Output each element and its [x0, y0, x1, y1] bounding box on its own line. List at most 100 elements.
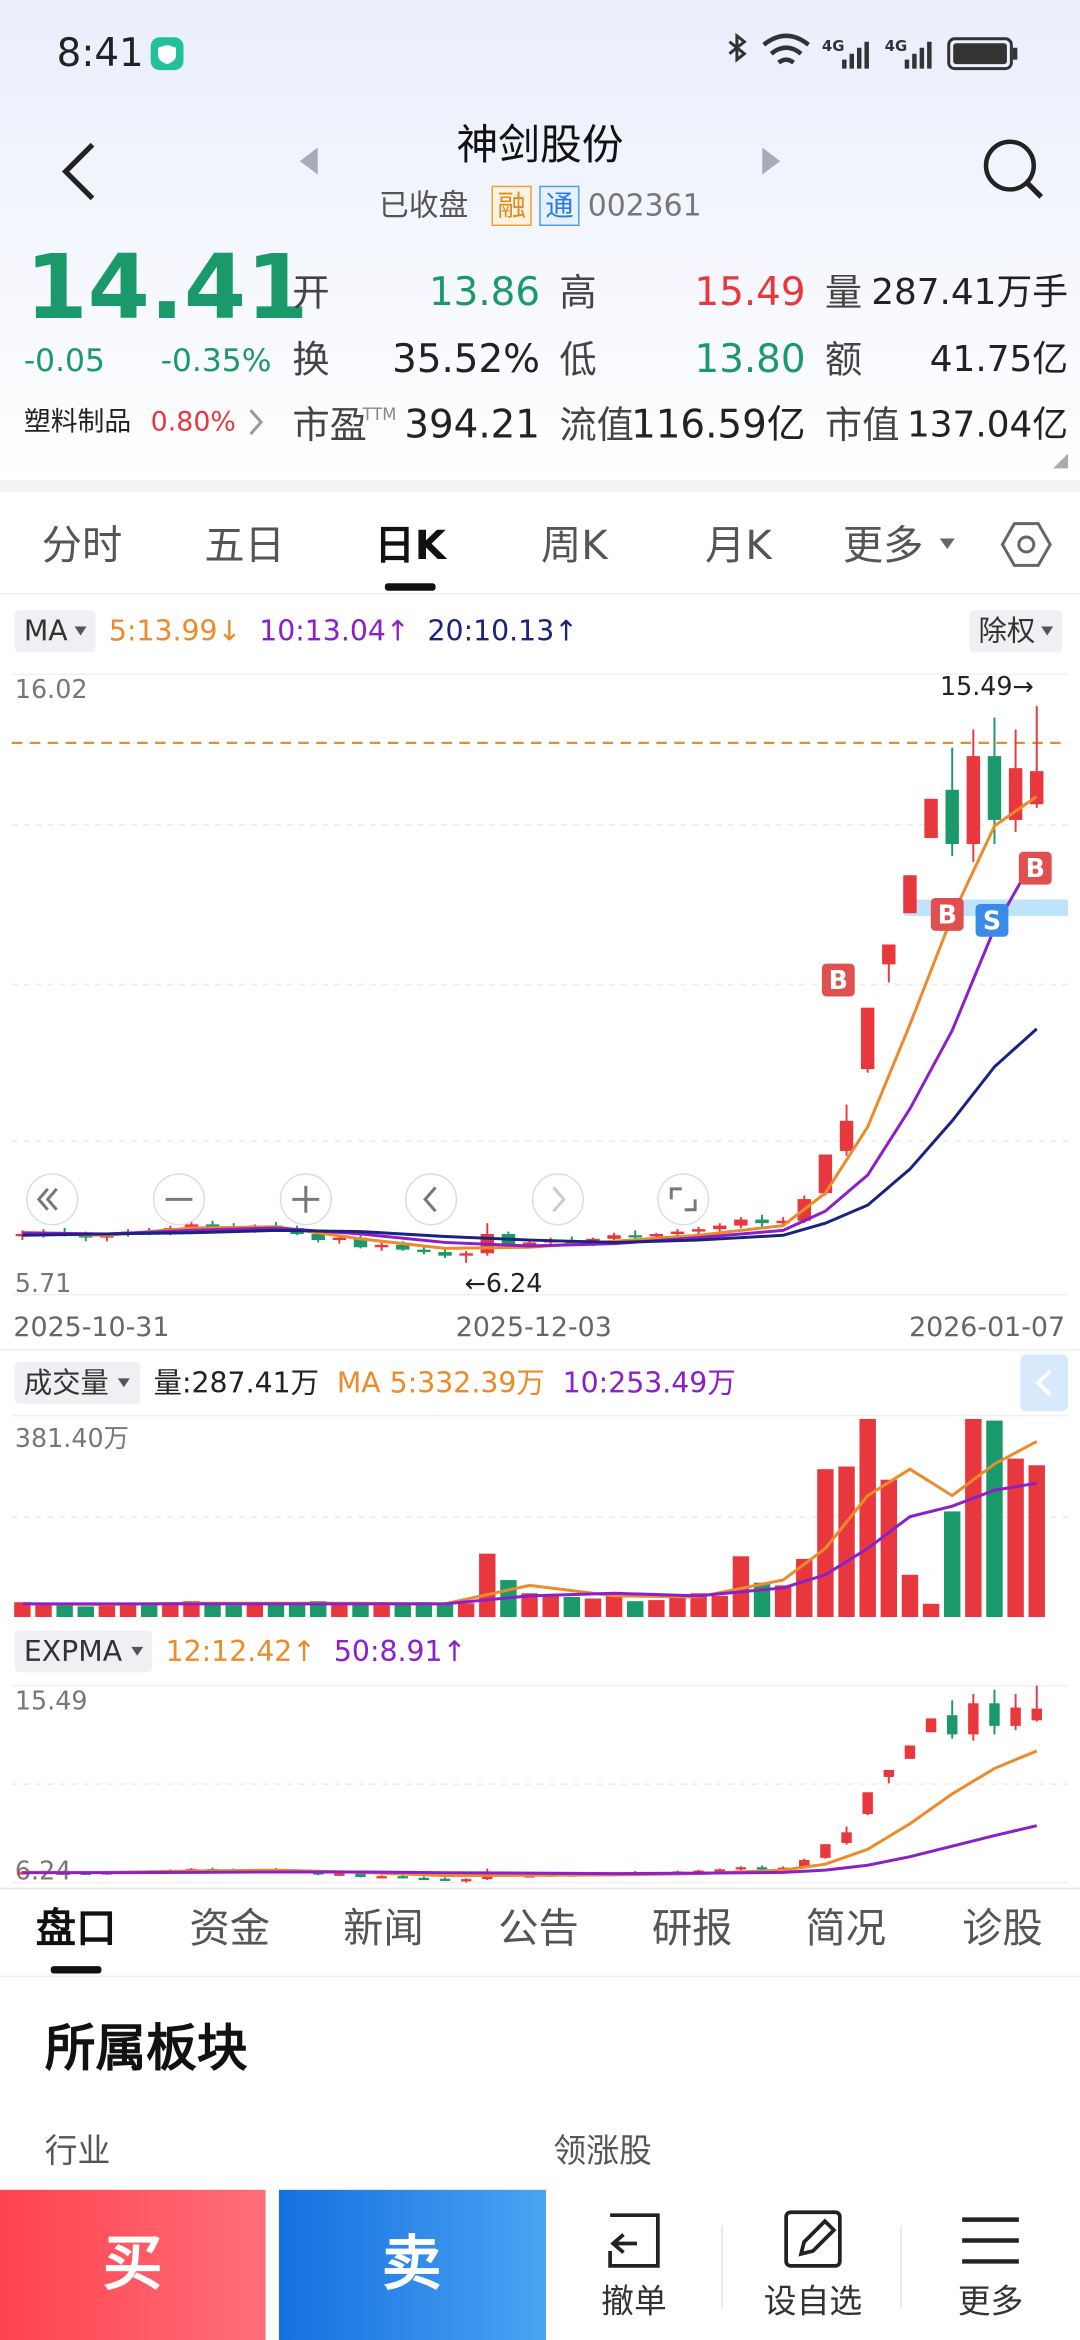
adjust-box[interactable]	[969, 610, 1063, 652]
tab[interactable]: 更多	[843, 523, 924, 569]
volume-bar	[584, 1598, 602, 1618]
volume-bar	[605, 1594, 623, 1618]
volume-bar	[119, 1603, 137, 1618]
tab[interactable]: 简况	[806, 1906, 887, 1952]
candle-body	[311, 1234, 325, 1241]
wifi-icon	[762, 33, 810, 65]
indicator-box[interactable]	[14, 1630, 153, 1673]
tab[interactable]: 日K	[374, 523, 447, 569]
stat-label: 高	[559, 270, 596, 314]
tab[interactable]: 新闻	[343, 1906, 424, 1952]
separator	[0, 480, 1080, 493]
tab-indicator	[384, 583, 436, 591]
chart-control[interactable]	[405, 1173, 458, 1226]
prev-stock[interactable]	[299, 147, 318, 175]
sector-change[interactable]: 0.80%	[151, 407, 236, 438]
tab[interactable]: 周K	[541, 523, 609, 569]
candle-body	[839, 1120, 854, 1151]
tab[interactable]: 诊股	[962, 1906, 1043, 1952]
volume-bar	[288, 1602, 306, 1618]
back-button[interactable]	[61, 142, 95, 201]
chart-control[interactable]	[26, 1173, 79, 1226]
candle-body	[607, 1235, 621, 1239]
volume-bar	[817, 1469, 834, 1618]
tab[interactable]: 资金	[189, 1906, 270, 1952]
sell-button[interactable]	[278, 2189, 546, 2340]
indicator-line	[22, 1824, 1038, 1876]
candle-body	[776, 1220, 790, 1224]
settings-icon[interactable]	[1000, 522, 1052, 567]
candle-body	[734, 1219, 748, 1226]
volume-bar	[774, 1585, 792, 1618]
sector-name: 塑料制品	[24, 407, 131, 438]
battery-level	[953, 43, 1007, 65]
volume-current: 量:287.41万	[154, 1366, 319, 1399]
y-tick-label: 5.71	[15, 1268, 71, 1298]
candle-body	[522, 1242, 537, 1245]
candle-body	[841, 1832, 852, 1843]
max-label: 15.49→	[940, 671, 1034, 701]
stat-value: 13.86	[429, 270, 540, 315]
tab[interactable]: 公告	[498, 1906, 579, 1952]
volume-bar	[986, 1420, 1003, 1618]
cancel-icon[interactable]	[608, 2213, 660, 2268]
x-tick-label: 2025-10-31	[13, 1312, 169, 1343]
settings-dot	[1017, 535, 1036, 554]
stat-value: 287.41万手	[871, 272, 1068, 313]
chart-control[interactable]	[657, 1173, 710, 1226]
search-handle	[1025, 181, 1044, 199]
volume-bar	[267, 1603, 285, 1618]
volume-bar	[732, 1556, 750, 1618]
search-button[interactable]	[983, 139, 1036, 192]
action-label: 更多	[958, 2283, 1024, 2321]
tab[interactable]: 研报	[652, 1906, 733, 1952]
indicator-line	[22, 1027, 1038, 1244]
detail-tabs: 盘口 资金 新闻 公告 研报 简况 诊股	[36, 1906, 1043, 1974]
tab[interactable]: 五日	[204, 523, 285, 569]
candle-body	[459, 1253, 473, 1256]
stat-value: 394.21	[404, 403, 540, 448]
sector-chevron	[249, 409, 264, 436]
watch-icon[interactable]	[784, 2210, 842, 2268]
volume-bar	[373, 1605, 390, 1618]
side-tab[interactable]	[1020, 1354, 1069, 1412]
volume-bar	[521, 1593, 538, 1618]
next-stock[interactable]	[762, 147, 781, 175]
candle-body	[945, 789, 959, 844]
menu-icon[interactable]	[962, 2217, 1019, 2264]
expand-corner[interactable]	[1053, 453, 1069, 469]
volume-bar	[1028, 1465, 1045, 1618]
candle-body	[799, 1859, 810, 1868]
candle-body	[966, 756, 981, 844]
dropdown-arrow	[74, 626, 87, 636]
legend-entry: 10:253.49万	[563, 1366, 736, 1399]
indicator-line	[22, 1749, 1038, 1878]
header-bg	[0, 0, 1080, 481]
volume-bar	[331, 1604, 348, 1618]
indicator-box[interactable]	[14, 610, 96, 652]
y-tick-label: 15.49	[15, 1686, 88, 1716]
chart-control-icon	[423, 1186, 437, 1213]
trade-mark	[975, 903, 1009, 937]
candle-body	[628, 1235, 642, 1238]
volume-bar	[77, 1606, 94, 1618]
tab[interactable]: 分时	[42, 523, 123, 569]
trade-mark	[821, 963, 855, 997]
trade-mark	[1018, 851, 1052, 885]
candle-body	[755, 1219, 769, 1224]
action-label: 撤单	[601, 2283, 667, 2321]
volume-bar	[415, 1602, 433, 1618]
market-status: 已收盘	[379, 188, 468, 223]
tab[interactable]: 盘口	[36, 1906, 117, 1952]
chart-control[interactable]	[531, 1173, 585, 1226]
chart-control-icon	[292, 1185, 320, 1213]
volume-bar	[669, 1596, 686, 1618]
stat-label: 流值	[559, 403, 634, 447]
volume-bar	[352, 1603, 369, 1618]
dropdown-arrow	[117, 1378, 130, 1388]
buy-button[interactable]	[0, 2189, 266, 2340]
stat-value: 15.49	[695, 270, 806, 315]
tab[interactable]: 月K	[705, 523, 773, 569]
indicator-box[interactable]	[14, 1361, 141, 1404]
dropdown-arrow	[1041, 626, 1054, 636]
